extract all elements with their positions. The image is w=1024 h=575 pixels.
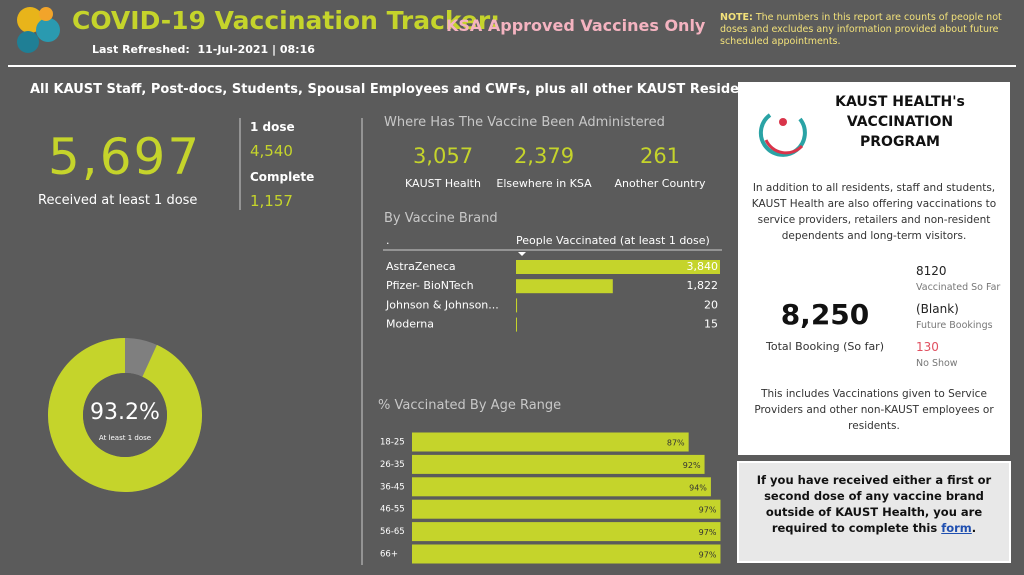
- age-bar: [412, 522, 721, 542]
- location-label: Elsewhere in KSA: [496, 177, 592, 190]
- program-description: In addition to all residents, staff and …: [751, 182, 997, 242]
- brand-bar: [516, 298, 518, 313]
- logo-dot: [17, 7, 43, 33]
- brand-label: Pfizer- BioNTech: [386, 279, 474, 292]
- brand-value: 1,822: [687, 279, 719, 292]
- column-header: .: [386, 234, 390, 247]
- brand-value: 15: [704, 318, 718, 331]
- age-bar: [412, 454, 705, 474]
- stat-label: Vaccinated So Far: [916, 282, 1001, 293]
- stat-label: No Show: [916, 358, 958, 369]
- total-booking-label: Total Booking (So far): [766, 340, 884, 353]
- notice-card: [737, 461, 1011, 563]
- age-value: 97%: [699, 528, 717, 537]
- age-label: 18-25: [380, 438, 405, 448]
- subtitle: KSA Approved Vaccines Only: [446, 16, 706, 35]
- age-label: 66+: [380, 550, 398, 560]
- donut-label: At least 1 dose: [99, 434, 151, 442]
- title-line: PROGRAM: [860, 134, 940, 150]
- program-card: [738, 82, 1010, 455]
- complete-label: Complete: [250, 170, 315, 184]
- age-value: 92%: [683, 461, 701, 470]
- stat-value: 8120: [916, 264, 947, 278]
- brand-label: Johnson & Johnson...: [385, 298, 499, 311]
- brands-title: By Vaccine Brand: [384, 211, 498, 226]
- complete-value: 1,157: [250, 192, 293, 210]
- brand-label: Moderna: [386, 318, 434, 331]
- age-value: 94%: [689, 483, 707, 492]
- brand-bar: [516, 317, 517, 332]
- stat-value: (Blank): [916, 302, 959, 316]
- notice-text: If you have received either a first or s…: [756, 473, 992, 535]
- age-label: 46-55: [380, 505, 405, 515]
- logo-arc: [758, 113, 807, 157]
- logo-head: [779, 118, 787, 126]
- donut-value: 93.2%: [90, 400, 160, 425]
- total-label: Received at least 1 dose: [38, 193, 198, 208]
- total-received: 5,697: [48, 128, 202, 186]
- age-label: 56-65: [380, 527, 405, 537]
- brand-value: 20: [704, 298, 718, 311]
- logo-dot: [39, 7, 53, 21]
- logo-dot: [17, 31, 39, 53]
- dose1-value: 4,540: [250, 142, 293, 160]
- program-title: KAUST HEALTH's VACCINATION PROGRAM: [800, 92, 1000, 152]
- brand-bar: [516, 260, 720, 274]
- health-logo: [758, 113, 807, 157]
- refreshed: Last Refreshed: 11-Jul-2021 | 08:16: [92, 43, 315, 56]
- location-label: Another Country: [614, 177, 706, 190]
- value-header: People Vaccinated (at least 1 dose): [516, 234, 710, 247]
- brand-label: AstraZeneca: [386, 260, 456, 273]
- sort-icon: [518, 252, 526, 256]
- age-value: 97%: [699, 506, 717, 515]
- notice-end: .: [971, 521, 977, 535]
- age-bar: [412, 499, 721, 519]
- location-value: 3,057: [412, 144, 474, 168]
- age-value: 87%: [667, 439, 685, 448]
- program-footer: This includes Vaccinations given to Serv…: [754, 388, 994, 432]
- donut-slice: [48, 338, 202, 492]
- age-label: 26-35: [380, 460, 405, 470]
- stat-value: 130: [916, 340, 939, 354]
- age-bar: [412, 477, 711, 497]
- logo: [17, 7, 60, 53]
- location-value: 261: [639, 144, 681, 168]
- brand-value: 3,840: [687, 260, 719, 273]
- age-bar: [412, 432, 689, 452]
- age-title: % Vaccinated By Age Range: [378, 398, 562, 413]
- note-text: The numbers in this report are counts of…: [720, 12, 1002, 47]
- location-label: KAUST Health: [405, 177, 481, 190]
- locations-title: Where Has The Vaccine Been Administered: [384, 115, 665, 130]
- age-value: 97%: [699, 551, 717, 560]
- note: NOTE: The numbers in this report are cou…: [720, 12, 1010, 48]
- age-bar: [412, 544, 721, 564]
- total-booking: 8,250: [780, 298, 870, 331]
- title-line: VACCINATION: [846, 114, 954, 130]
- title: COVID-19 Vaccination Tracker:: [72, 6, 501, 35]
- form-link[interactable]: form: [941, 521, 972, 535]
- title-line: KAUST HEALTH's: [835, 94, 965, 110]
- donut-hole: [83, 373, 167, 457]
- dose1-label: 1 dose: [250, 120, 295, 134]
- age-label: 36-45: [380, 482, 405, 492]
- logo-arc: [764, 139, 804, 155]
- note-label: NOTE:: [720, 12, 753, 23]
- banner: All KAUST Staff, Post-docs, Students, Sp…: [30, 82, 763, 97]
- stat-label: Future Bookings: [916, 320, 993, 331]
- logo-dot: [36, 18, 60, 42]
- notice: If you have received either a first or s…: [742, 472, 1006, 536]
- location-value: 2,379: [513, 144, 575, 168]
- brand-bar: [516, 279, 613, 294]
